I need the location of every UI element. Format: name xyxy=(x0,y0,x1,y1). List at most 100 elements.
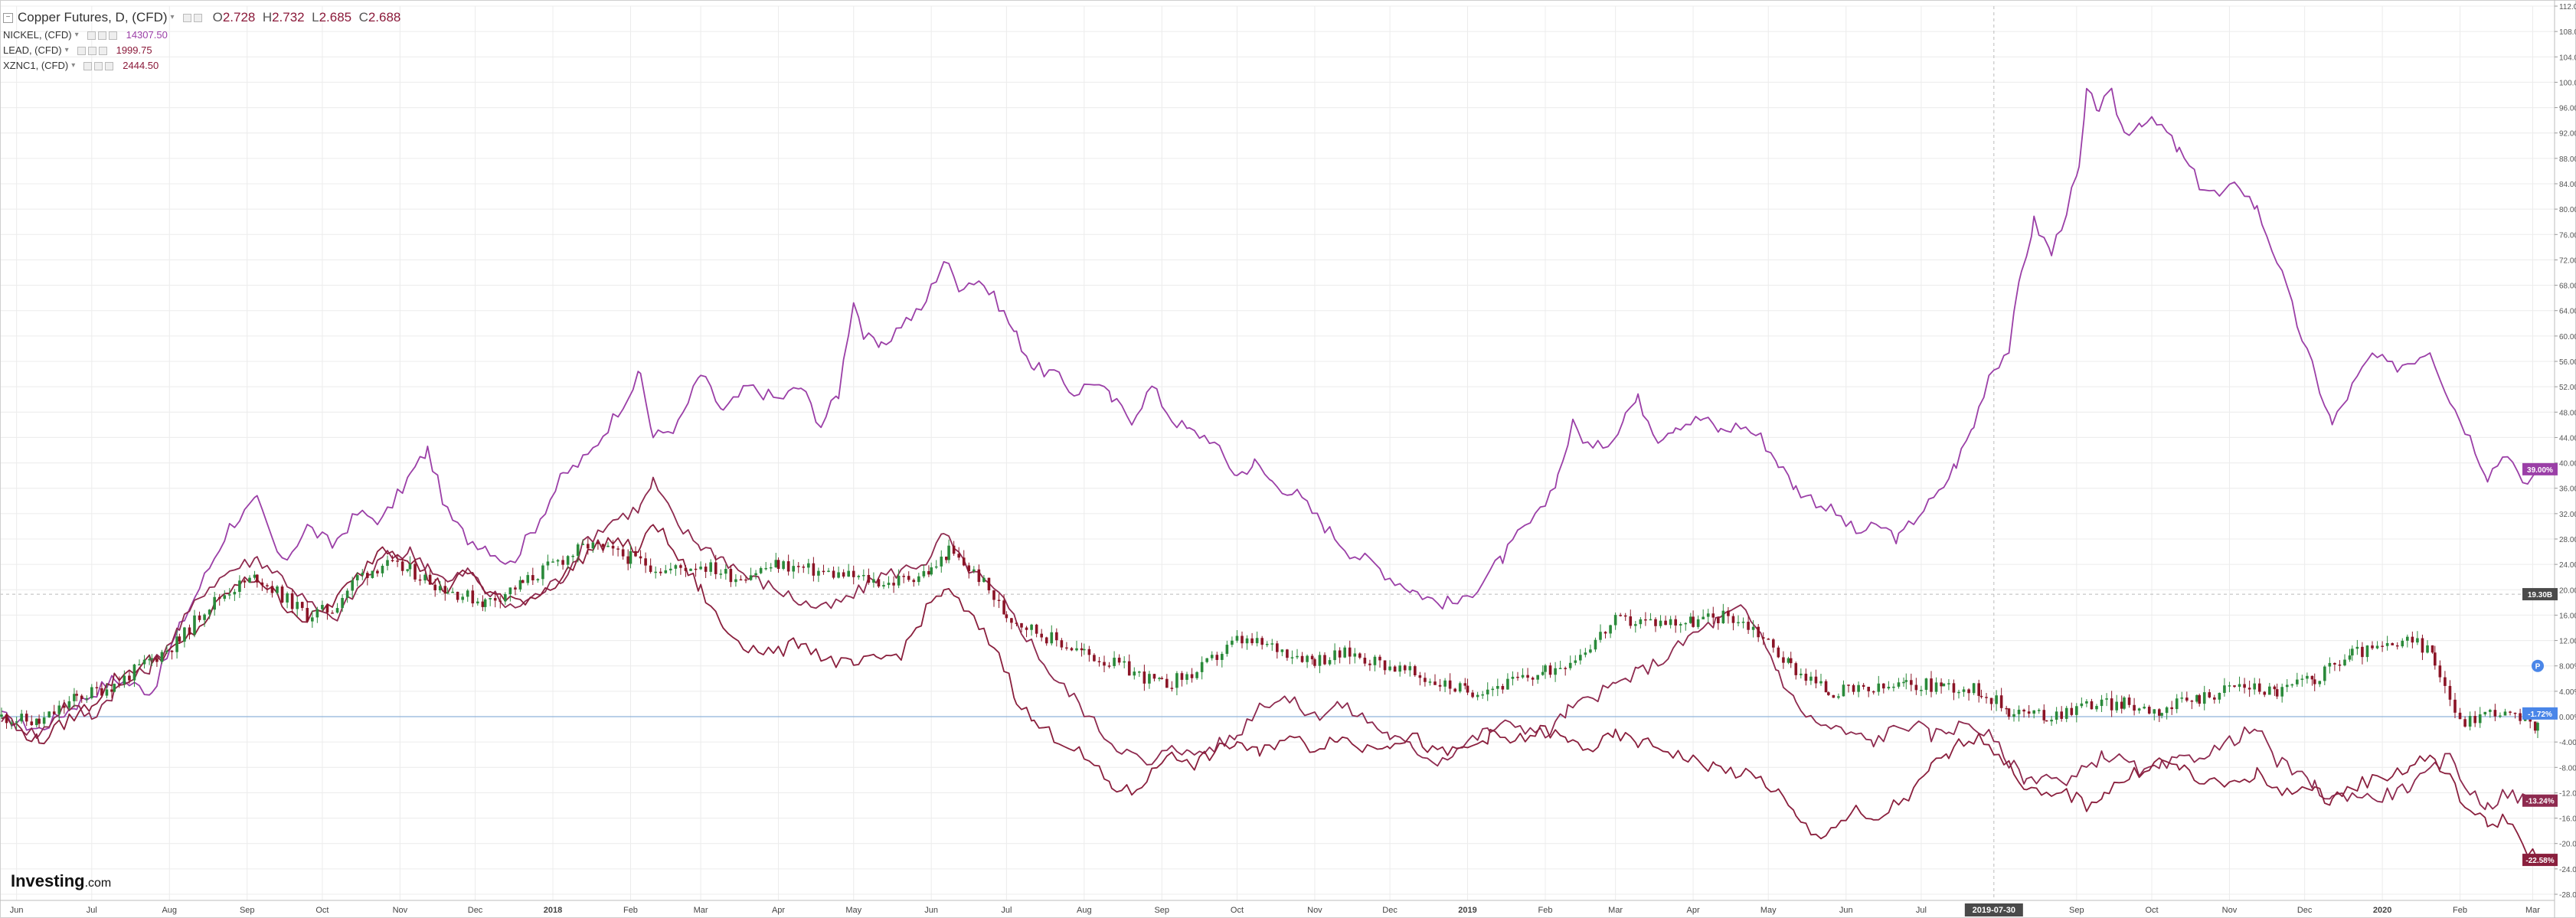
candle-up xyxy=(15,721,18,723)
candle-down xyxy=(957,554,960,558)
candle-down xyxy=(2275,689,2279,697)
candle-up xyxy=(2105,698,2108,700)
candle-down xyxy=(1852,684,1855,692)
candle-up xyxy=(1684,622,1688,625)
candle-down xyxy=(892,583,895,586)
candle-up xyxy=(1296,655,1299,658)
candle-down xyxy=(611,545,615,549)
candle-down xyxy=(639,556,642,559)
candle-down xyxy=(128,675,131,681)
lead-dropdown-icon[interactable]: ▾ xyxy=(64,46,69,54)
candle-down xyxy=(2158,709,2161,716)
candle-up xyxy=(1751,626,1755,630)
nickel-settings-button[interactable] xyxy=(97,31,106,40)
legend-row-nickel[interactable]: NICKEL, (CFD) ▾ 14307.50 xyxy=(3,28,400,43)
candle-down xyxy=(1358,653,1362,658)
candle-up xyxy=(276,586,279,593)
candle-down xyxy=(2257,683,2261,692)
candle-up xyxy=(2032,710,2035,714)
candle-up xyxy=(406,569,409,571)
candle-up xyxy=(754,573,757,576)
zinc-settings-button[interactable] xyxy=(94,61,103,70)
candle-up xyxy=(606,545,610,547)
chart-legend: − Copper Futures, D, (CFD) ▾ O2.728 H2.7… xyxy=(3,8,400,74)
candle-up xyxy=(148,658,151,661)
candle-down xyxy=(270,586,274,593)
nickel-visibility-button[interactable] xyxy=(87,31,96,40)
high-label: H xyxy=(262,10,273,25)
candle-up xyxy=(1649,619,1652,621)
candle-down xyxy=(1060,640,1064,648)
candle-down xyxy=(531,575,534,580)
candle-down xyxy=(962,557,966,566)
candle-up xyxy=(2202,692,2206,704)
candle-down xyxy=(992,590,995,600)
collapse-legend-button[interactable]: − xyxy=(3,12,13,23)
candle-down xyxy=(2273,686,2277,690)
x-tick-label: Dec xyxy=(468,906,483,915)
candle-down xyxy=(1093,655,1096,662)
candle-up xyxy=(1265,643,1269,645)
candle-up xyxy=(973,569,976,572)
candle-up xyxy=(2228,685,2231,687)
lead-visibility-button[interactable] xyxy=(77,46,86,55)
legend-row-lead[interactable]: LEAD, (CFD) ▾ 1999.75 xyxy=(3,43,400,58)
candle-up xyxy=(42,717,46,724)
candle-down xyxy=(1190,674,1194,678)
candle-down xyxy=(1438,684,1442,687)
candle-down xyxy=(1338,650,1342,658)
main-settings-dropdown-icon[interactable]: ▾ xyxy=(170,13,175,21)
candle-up xyxy=(2095,706,2098,710)
candle-down xyxy=(2458,712,2462,720)
candle-down xyxy=(217,596,221,599)
main-settings-button[interactable] xyxy=(193,13,202,22)
candle-down xyxy=(2213,697,2216,700)
candle-up xyxy=(1210,655,1214,658)
candle-down xyxy=(280,586,284,603)
candle-down xyxy=(1215,655,1219,660)
zinc-dropdown-icon[interactable]: ▾ xyxy=(71,61,76,70)
candle-up xyxy=(2075,706,2078,715)
candle-up xyxy=(934,566,938,568)
candle-down xyxy=(1418,675,1422,678)
main-visibility-button[interactable] xyxy=(182,13,191,22)
candle-up xyxy=(2055,711,2058,720)
investing-logo[interactable]: Investing.com xyxy=(11,871,111,891)
candle-up xyxy=(1231,640,1234,645)
zinc-remove-button[interactable] xyxy=(105,61,114,70)
candle-up xyxy=(2300,678,2304,680)
candle-up xyxy=(807,563,810,568)
candle-up xyxy=(1887,686,1891,689)
candle-up xyxy=(2180,697,2184,699)
legend-main-row: − Copper Futures, D, (CFD) ▾ O2.728 H2.7… xyxy=(3,8,400,28)
y-tick-label: 56.00% xyxy=(2559,358,2576,367)
y-tick-label: 104.00% xyxy=(2559,54,2576,62)
legend-row-zinc[interactable]: XZNC1, (CFD) ▾ 2444.50 xyxy=(3,58,400,74)
candle-down xyxy=(1824,681,1828,693)
candle-up xyxy=(536,579,540,580)
candle-down xyxy=(1433,681,1437,685)
candle-up xyxy=(2123,697,2126,709)
y-tick-label: 16.00% xyxy=(2559,612,2576,620)
copper-price-badge: -1.72% xyxy=(2528,711,2552,719)
candle-down xyxy=(2247,688,2251,690)
candle-up xyxy=(183,627,186,642)
candle-down xyxy=(694,568,698,570)
candle-down xyxy=(243,580,247,583)
nickel-dropdown-icon[interactable]: ▾ xyxy=(74,31,79,39)
candle-up xyxy=(228,594,231,596)
nickel-remove-button[interactable] xyxy=(108,31,117,40)
candle-down xyxy=(170,650,174,652)
candle-down xyxy=(290,593,294,609)
lead-settings-button[interactable] xyxy=(87,46,96,55)
candle-down xyxy=(2147,707,2151,714)
candle-down xyxy=(1020,622,1023,628)
candle-down xyxy=(1127,661,1131,676)
lead-remove-button[interactable] xyxy=(98,46,107,55)
candle-down xyxy=(418,579,422,581)
zinc-visibility-button[interactable] xyxy=(83,61,93,70)
candle-up xyxy=(674,565,678,569)
candle-up xyxy=(654,571,657,573)
